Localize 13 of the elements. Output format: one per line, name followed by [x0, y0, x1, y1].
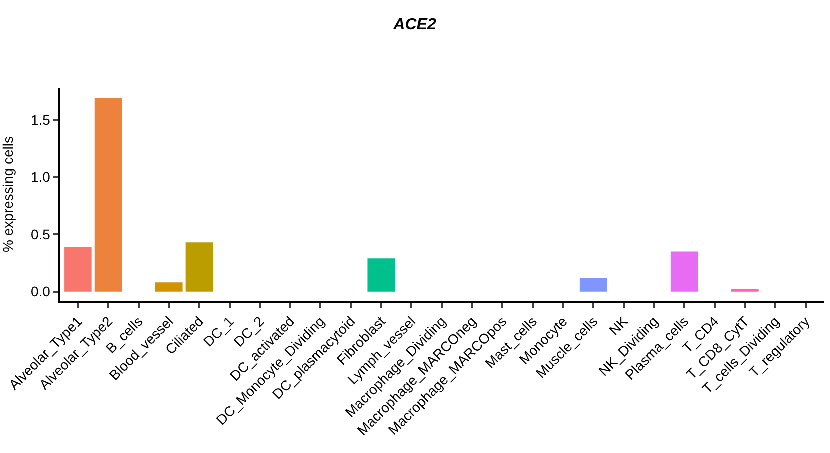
bar: [186, 242, 214, 292]
bar: [94, 98, 122, 292]
bar: [64, 247, 92, 292]
y-tick-label: 1.5: [30, 112, 51, 128]
chart-title: ACE2: [392, 16, 436, 34]
bar: [670, 252, 698, 292]
bar: [368, 258, 396, 292]
y-tick-label: 0.0: [30, 284, 51, 300]
bar: [580, 278, 608, 292]
y-tick-label: 0.5: [30, 226, 51, 242]
y-axis-title: % expressing cells: [0, 136, 16, 252]
bar: [156, 282, 183, 292]
y-tick-label: 1.0: [30, 169, 51, 186]
